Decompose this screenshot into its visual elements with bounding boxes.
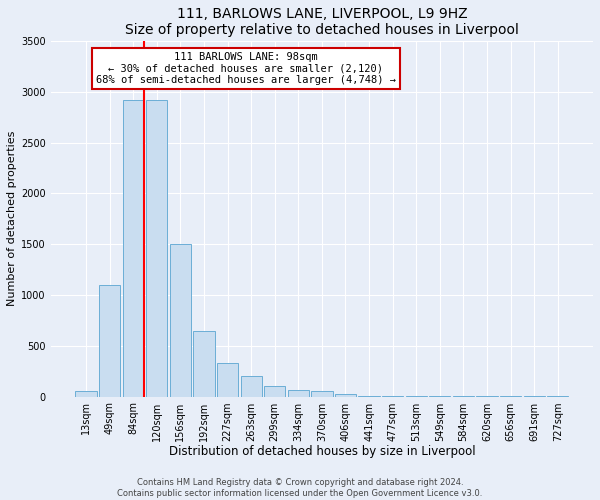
Bar — [287, 390, 309, 396]
Bar — [122, 100, 144, 396]
Bar — [99, 285, 120, 397]
Bar — [311, 392, 332, 396]
Bar — [193, 330, 215, 396]
Bar — [217, 363, 238, 396]
Bar — [335, 394, 356, 396]
Y-axis label: Number of detached properties: Number of detached properties — [7, 131, 17, 306]
Text: Contains HM Land Registry data © Crown copyright and database right 2024.
Contai: Contains HM Land Registry data © Crown c… — [118, 478, 482, 498]
Text: 111 BARLOWS LANE: 98sqm
← 30% of detached houses are smaller (2,120)
68% of semi: 111 BARLOWS LANE: 98sqm ← 30% of detache… — [96, 52, 396, 85]
Bar — [76, 392, 97, 396]
Bar — [146, 100, 167, 396]
Bar — [241, 376, 262, 396]
X-axis label: Distribution of detached houses by size in Liverpool: Distribution of detached houses by size … — [169, 445, 475, 458]
Bar — [264, 386, 286, 396]
Bar — [170, 244, 191, 396]
Title: 111, BARLOWS LANE, LIVERPOOL, L9 9HZ
Size of property relative to detached house: 111, BARLOWS LANE, LIVERPOOL, L9 9HZ Siz… — [125, 7, 519, 37]
